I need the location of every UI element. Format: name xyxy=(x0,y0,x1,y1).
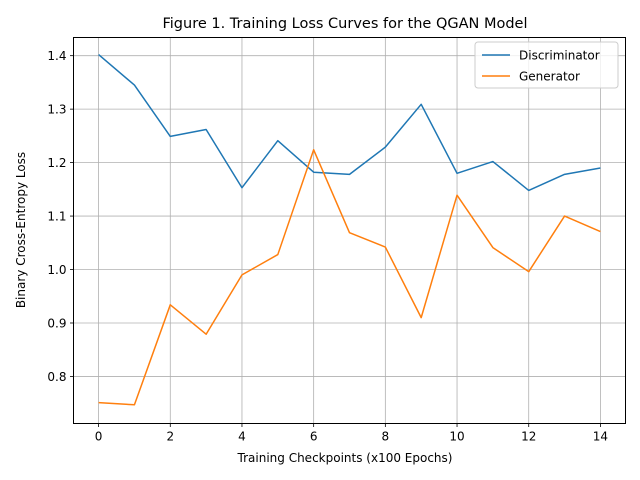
series-line-generator xyxy=(98,149,601,406)
x-tick-label: 8 xyxy=(382,430,390,444)
y-tick-label: 0.9 xyxy=(47,316,66,330)
y-tick-label: 1.2 xyxy=(47,156,66,170)
legend-box xyxy=(474,41,619,89)
x-tick-label: 4 xyxy=(238,430,246,444)
y-tick-label: 1.3 xyxy=(47,102,66,116)
plot-frame xyxy=(73,37,626,424)
legend-label-generator: Generator xyxy=(519,70,580,84)
x-tick-label: 2 xyxy=(166,430,174,444)
legend-label-discriminator: Discriminator xyxy=(519,49,600,63)
series-lines xyxy=(98,54,601,406)
y-tick-label: 1.4 xyxy=(47,49,66,63)
legend: Discriminator Generator xyxy=(474,41,619,89)
y-axis-label: Binary Cross-Entropy Loss xyxy=(14,152,28,308)
x-tick-label: 0 xyxy=(95,430,103,444)
chart-title: Figure 1. Training Loss Curves for the Q… xyxy=(162,16,527,32)
x-axis-label: Training Checkpoints (x100 Epochs) xyxy=(237,451,453,465)
grid-lines xyxy=(73,37,626,424)
x-tick-label: 10 xyxy=(449,430,464,444)
x-tick-label: 6 xyxy=(310,430,318,444)
x-tick-label: 14 xyxy=(593,430,608,444)
x-tick-label: 12 xyxy=(521,430,536,444)
series-line-discriminator xyxy=(98,54,601,192)
x-axis: 0 2 4 6 8 10 12 14 xyxy=(95,423,608,444)
y-tick-label: 1.0 xyxy=(47,263,66,277)
y-tick-label: 1.1 xyxy=(47,209,66,223)
y-tick-label: 0.8 xyxy=(47,370,66,384)
y-axis: 0.8 0.9 1.0 1.1 1.2 1.3 1.4 xyxy=(47,49,74,384)
